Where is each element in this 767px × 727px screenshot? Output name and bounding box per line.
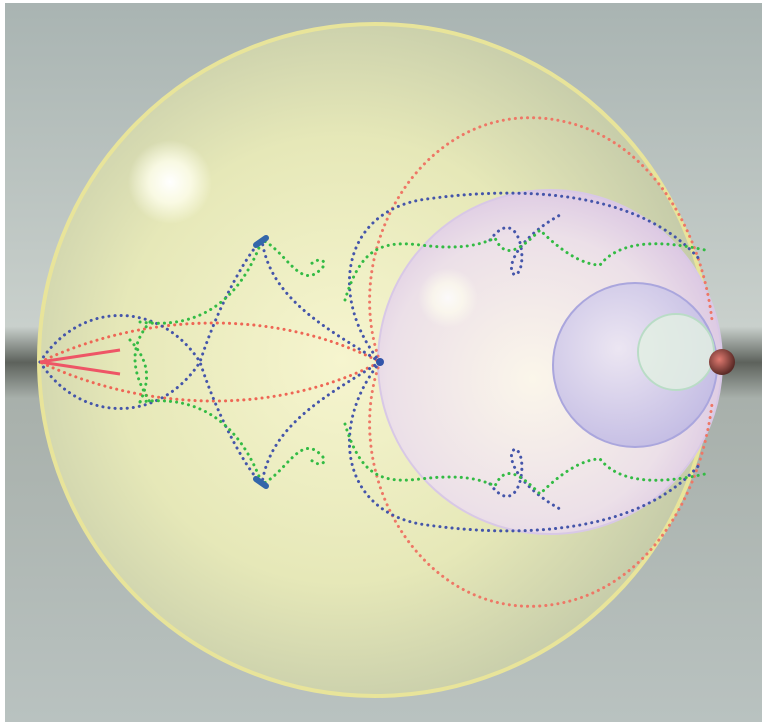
red-cusp — [39, 348, 121, 376]
red-curve — [368, 116, 714, 364]
highlight — [128, 140, 212, 224]
small-sphere — [637, 313, 715, 391]
blue-curve — [38, 358, 382, 487]
green-curve — [128, 320, 152, 404]
green-curve — [343, 422, 707, 497]
blue-loop — [488, 447, 562, 511]
green-curve — [138, 237, 326, 325]
highlight — [418, 268, 478, 328]
ball — [709, 349, 735, 375]
blue-curve — [348, 360, 702, 533]
trajectories — [38, 116, 714, 608]
blue-curve — [348, 191, 702, 364]
red-curve — [368, 360, 714, 608]
blue-loop — [488, 213, 562, 277]
green-curve — [343, 227, 707, 302]
blue-curve — [38, 237, 382, 366]
focus-point — [376, 358, 384, 366]
blue-cusp — [253, 235, 269, 489]
green-curve — [138, 399, 326, 487]
